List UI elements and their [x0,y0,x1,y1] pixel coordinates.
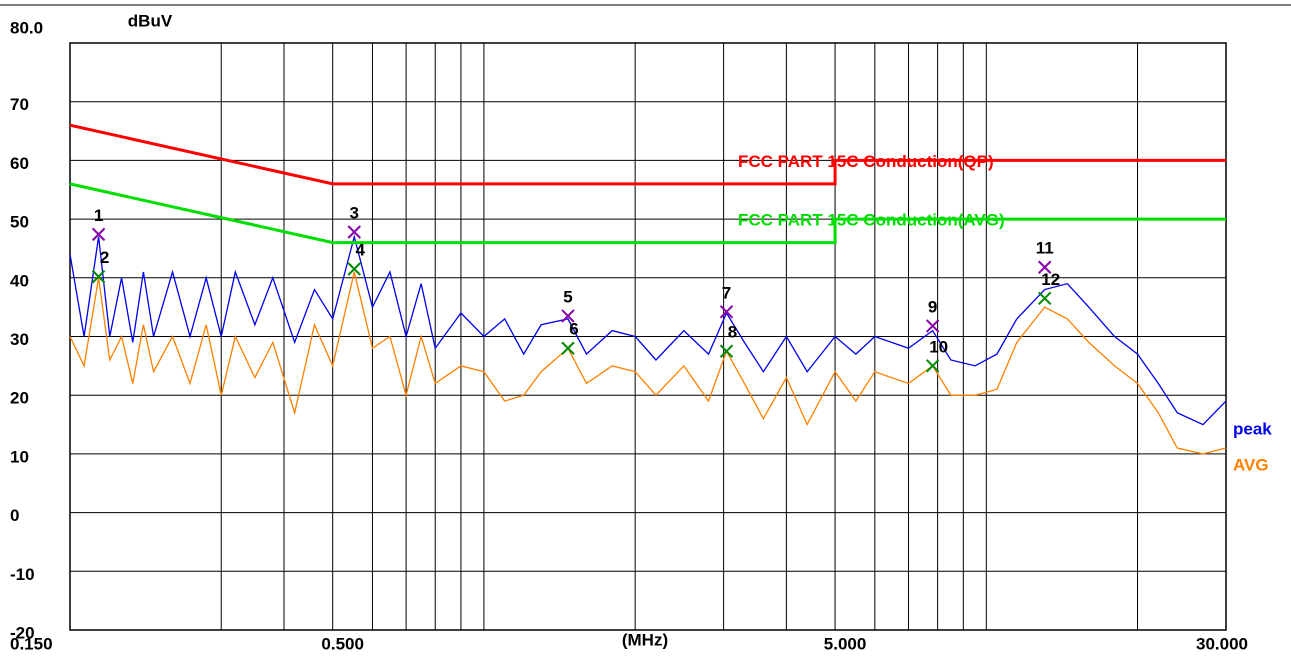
marker [719,305,734,319]
marker-label: 8 [728,323,737,342]
y-tick-label: 50 [10,213,29,232]
limit-line [69,182,1226,245]
marker [719,344,734,358]
marker-label: 3 [350,203,359,222]
y-tick-label: 40 [10,271,29,290]
marker-label: 4 [356,240,366,259]
y-tick-label: -10 [10,565,35,584]
limit-label: FCC PART 15C Conduction(QP) [738,152,994,171]
marker [91,269,106,284]
limit-label: FCC PART 15C Conduction(AVG) [738,211,1005,230]
y-tick-label: 60 [10,154,29,173]
marker-label: 11 [1036,239,1054,258]
y-tick-label: 20 [10,389,29,408]
y-tick-label: 0 [10,506,19,525]
x-tick-label: 5.000 [824,634,867,653]
marker [1038,291,1052,306]
marker [1038,260,1052,274]
marker-label: 2 [100,248,109,267]
y-tick-label: 10 [10,447,29,466]
y-tick-label: 70 [10,95,29,114]
x-tick-label: 0.150 [10,634,53,653]
x-unit: (MHz) [622,630,668,649]
x-tick-label: 30.000 [1196,634,1248,653]
marker [561,309,575,323]
marker-label: 10 [929,337,948,356]
y-tick-label: 30 [10,330,29,349]
marker [347,262,361,276]
trace [69,234,1227,426]
legend-label: AVG [1233,455,1269,474]
marker [91,227,106,242]
marker-label: 1 [94,206,103,225]
marker-label: 6 [569,320,578,339]
marker [925,319,940,333]
marker-label: 9 [928,297,937,316]
y-tick-label: 80.0 [10,18,43,37]
marker [561,341,575,355]
marker [347,225,361,239]
legend-label: peak [1233,419,1272,438]
marker-label: 5 [563,287,572,306]
marker-label: 12 [1041,270,1060,289]
marker [925,359,940,373]
limit-line [69,123,1226,186]
trace [69,271,1227,455]
marker-label: 7 [722,283,731,302]
y-tick-label: -20 [10,623,35,642]
x-tick-label: 0.500 [321,634,364,653]
y-unit: dBuV [128,11,173,30]
